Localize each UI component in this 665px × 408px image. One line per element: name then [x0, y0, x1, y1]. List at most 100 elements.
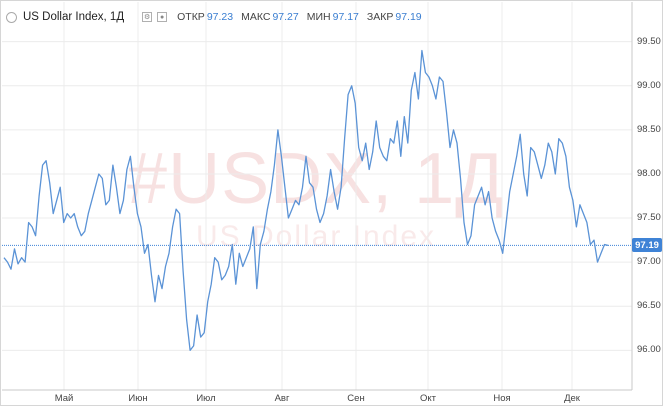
- price-point: [431, 84, 434, 87]
- price-point: [512, 172, 515, 175]
- price-point: [389, 137, 392, 140]
- x-tick-label: Окт: [419, 393, 437, 404]
- x-tick-label: Дек: [564, 393, 580, 404]
- price-point: [392, 142, 395, 145]
- price-point: [305, 155, 308, 158]
- price-point: [347, 93, 350, 96]
- price-point: [73, 212, 76, 215]
- price-point: [564, 155, 567, 158]
- price-point: [508, 190, 511, 193]
- y-tick-label: 98.00: [637, 167, 661, 179]
- price-point: [10, 268, 13, 271]
- price-point: [241, 265, 244, 268]
- price-point: [97, 172, 100, 175]
- y-tick-label: 99.00: [637, 79, 661, 91]
- price-point: [104, 203, 107, 206]
- price-point: [259, 243, 262, 246]
- price-point: [13, 247, 16, 250]
- price-point: [27, 221, 30, 224]
- eye-icon[interactable]: ●: [157, 12, 168, 22]
- price-point: [196, 314, 199, 317]
- price-point: [438, 75, 441, 78]
- price-point: [448, 146, 451, 149]
- usdx-price-line: [3, 49, 609, 351]
- price-point: [456, 142, 459, 145]
- price-point: [185, 318, 188, 321]
- last-price-tag: 97.19: [632, 238, 662, 253]
- price-point: [452, 128, 455, 131]
- price-point: [434, 98, 437, 101]
- price-point: [6, 261, 9, 264]
- price-point: [287, 217, 290, 220]
- price-point: [375, 120, 378, 123]
- price-point: [361, 159, 364, 162]
- price-point: [192, 344, 195, 347]
- price-point: [199, 336, 202, 339]
- price-point: [164, 265, 167, 268]
- settings-icon[interactable]: ⚙: [142, 12, 153, 22]
- price-point: [175, 208, 178, 211]
- price-point: [561, 142, 564, 145]
- price-point: [540, 177, 543, 180]
- price-point: [266, 208, 269, 211]
- price-point: [491, 217, 494, 220]
- watermark-name: US Dollar Index: [195, 220, 437, 253]
- price-point: [154, 300, 157, 303]
- price-point: [45, 159, 48, 162]
- price-point: [3, 256, 6, 259]
- open-label: ОТКР: [177, 11, 205, 23]
- price-point: [543, 164, 546, 167]
- price-point: [203, 331, 206, 334]
- price-point: [224, 274, 227, 277]
- price-point: [308, 181, 311, 184]
- price-point: [290, 208, 293, 211]
- y-tick-label: 96.00: [637, 344, 661, 356]
- y-tick-label: 96.50: [637, 300, 661, 312]
- price-point: [459, 177, 462, 180]
- price-point: [59, 186, 62, 189]
- price-point: [368, 168, 371, 171]
- price-point: [38, 195, 41, 198]
- price-point: [248, 247, 251, 250]
- price-point: [571, 199, 574, 202]
- price-point: [406, 142, 409, 145]
- price-point: [206, 300, 209, 303]
- price-point: [427, 75, 430, 78]
- price-point: [90, 199, 93, 202]
- price-point: [150, 274, 153, 277]
- price-point: [417, 98, 420, 101]
- x-tick-label: Сен: [347, 393, 365, 404]
- price-point: [273, 164, 276, 167]
- price-point: [382, 155, 385, 158]
- price-point: [234, 283, 237, 286]
- price-point: [403, 115, 406, 118]
- price-point: [354, 102, 357, 105]
- price-point: [599, 252, 602, 255]
- price-point: [143, 252, 146, 255]
- price-point: [319, 221, 322, 224]
- symbol-title[interactable]: US Dollar Index, 1Д: [23, 11, 125, 23]
- price-point: [213, 256, 216, 259]
- status-dot-icon[interactable]: [6, 11, 17, 23]
- price-point: [115, 186, 118, 189]
- price-point: [592, 239, 595, 242]
- price-point: [589, 243, 592, 246]
- y-tick-label: 97.00: [637, 256, 661, 268]
- price-point: [297, 203, 300, 206]
- price-point: [575, 225, 578, 228]
- price-point: [498, 239, 501, 242]
- price-point: [550, 150, 553, 153]
- price-point: [269, 190, 272, 193]
- price-point: [463, 221, 466, 224]
- price-point: [238, 252, 241, 255]
- price-point: [87, 212, 90, 215]
- price-point: [125, 168, 128, 171]
- price-point: [294, 199, 297, 202]
- price-point: [262, 230, 265, 233]
- price-point: [252, 225, 255, 228]
- price-point: [69, 217, 72, 220]
- price-point: [364, 142, 367, 145]
- price-point: [227, 265, 230, 268]
- price-point: [31, 225, 34, 228]
